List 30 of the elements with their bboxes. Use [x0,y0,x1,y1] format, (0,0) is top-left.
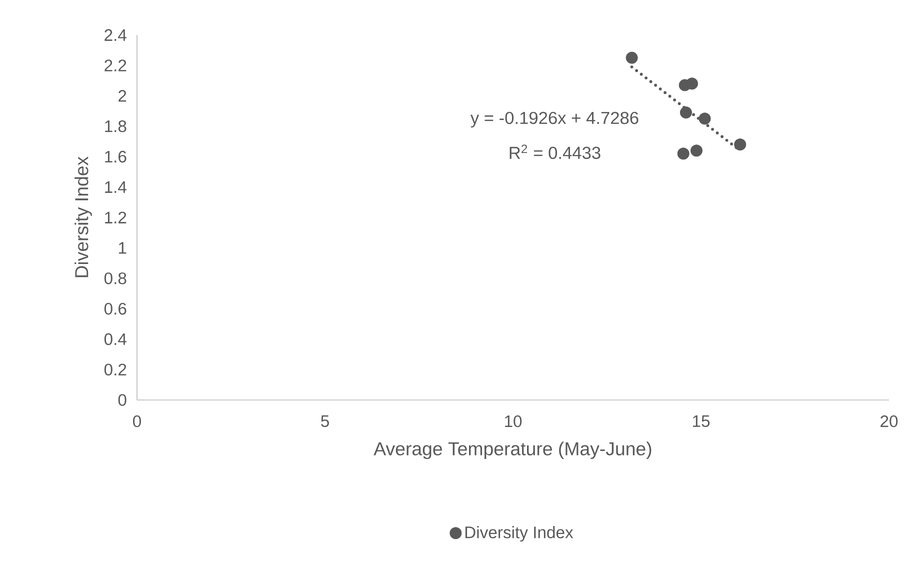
y-tick-label: 0 [118,394,126,406]
y-tick-label: 0.6 [104,302,126,315]
y-axis-title: Diversity Index [74,156,92,278]
point [690,144,702,157]
y-tick-label: 1.8 [105,120,126,132]
legend-label: Diversity Index [465,526,574,542]
point [680,106,692,119]
x-tick-label: 10 [505,415,522,428]
y-tick-label: 1.6 [105,150,126,163]
x-tick-label: 20 [880,415,898,428]
x-tick-label: 0 [133,415,141,428]
x-axis-title: Average Temperature (May-June) [374,442,652,460]
point [677,148,690,160]
point [698,112,711,125]
x-tick-label: 5 [321,415,329,428]
y-tick-label: 0.4 [104,333,126,346]
y-tick-label: 1 [118,242,126,254]
y-tick-label: 2 [118,90,126,102]
annotation: R$^{2}$ = 0.4433 [510,144,600,160]
point [734,138,746,150]
point [626,52,638,64]
annotation: y = -0.1926x + 4.7286 [470,112,638,128]
y-tick-label: 0.2 [104,364,126,376]
y-tick-label: 1.4 [105,181,126,193]
point [686,78,698,90]
y-tick-label: 1.2 [105,212,126,224]
y-tick-label: 2.4 [104,29,126,41]
y-tick-label: 2.2 [104,60,126,72]
y-tick-label: 0.8 [104,272,126,284]
x-tick-label: 15 [693,415,710,428]
